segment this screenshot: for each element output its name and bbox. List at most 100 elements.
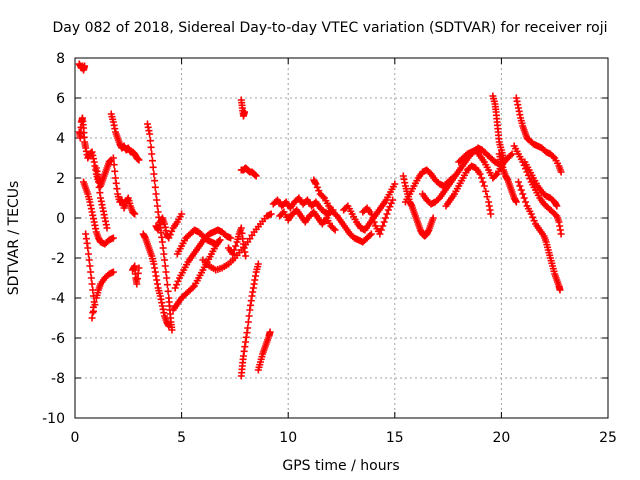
data-point [88, 280, 96, 288]
y-tick-label: 6 [56, 91, 65, 107]
data-point [514, 178, 522, 186]
data-point [160, 250, 168, 258]
series-spike-8 [237, 96, 248, 120]
y-axis-label: SDTVAR / TECUs [6, 181, 22, 296]
data-point [148, 157, 156, 165]
data-point [110, 161, 118, 169]
data-point [215, 237, 223, 245]
data-point [165, 234, 173, 242]
x-tick-label: 20 [492, 430, 510, 446]
data-point [380, 218, 388, 226]
data-point [367, 210, 375, 218]
data-point [480, 182, 488, 190]
series-arc-e [107, 110, 143, 164]
data-point [164, 287, 172, 295]
data-point [266, 328, 274, 336]
data-point [245, 312, 253, 320]
series-arc-l [171, 226, 235, 292]
data-point [479, 178, 487, 186]
data-point [91, 301, 99, 309]
data-point [161, 256, 169, 264]
data-point [162, 268, 170, 276]
data-point [81, 62, 89, 70]
series-arc-f [109, 154, 139, 218]
data-point [240, 108, 248, 116]
plot-frame [74, 57, 609, 419]
data-series [75, 60, 565, 380]
data-point [85, 250, 93, 258]
data-point [387, 199, 395, 207]
series-mid-b [276, 206, 339, 234]
y-tick-label: 2 [56, 171, 65, 187]
series-arc-m [173, 226, 224, 258]
series-arc-j [152, 210, 186, 242]
axis-ticks: 0 5 10 15 20 25 -10 -8 -6 -4 -2 0 2 4 6 8 [42, 51, 617, 446]
x-tick-label: 25 [599, 430, 617, 446]
data-point [492, 171, 500, 179]
data-point [254, 260, 262, 268]
y-tick-label: -10 [42, 411, 65, 427]
data-point [85, 256, 93, 264]
data-point [429, 214, 437, 222]
data-point [522, 198, 530, 206]
data-point [512, 198, 520, 206]
data-point [389, 196, 397, 204]
series-late-spike [489, 92, 508, 162]
data-point [391, 180, 399, 188]
data-point [135, 156, 143, 164]
data-point [189, 283, 197, 291]
data-point [379, 222, 387, 230]
data-point [370, 218, 378, 226]
data-point [527, 210, 535, 218]
series-flat-8 [237, 164, 260, 180]
series-late-d [442, 162, 495, 218]
y-tick-label: 8 [56, 51, 65, 67]
y-tick-label: -4 [51, 291, 65, 307]
data-point [171, 284, 179, 292]
data-point [517, 186, 525, 194]
data-point [366, 231, 374, 239]
data-point [87, 274, 95, 282]
data-point [86, 262, 94, 270]
data-point [487, 210, 495, 218]
series-drop-8 [237, 260, 262, 380]
data-point [482, 187, 490, 195]
data-point [148, 150, 156, 158]
data-point [168, 227, 176, 235]
y-tick-label: -2 [51, 251, 65, 267]
data-point [557, 168, 565, 176]
y-tick-label: -8 [51, 371, 65, 387]
series-mid-c [310, 176, 375, 246]
series-arc-i [139, 230, 173, 330]
data-point [529, 213, 537, 221]
data-point [109, 154, 117, 162]
data-point [367, 230, 375, 238]
series-arc-o [225, 224, 250, 260]
data-point [150, 170, 158, 178]
data-point [267, 210, 275, 218]
series-arc-g [129, 262, 143, 288]
y-tick-label: 4 [56, 131, 65, 147]
chart-title: Day 082 of 2018, Sidereal Day-to-day VTE… [52, 20, 607, 36]
data-point [158, 238, 166, 246]
series-arc-b [80, 178, 117, 248]
data-point [377, 226, 385, 234]
data-point [483, 193, 491, 201]
data-point [149, 163, 157, 171]
data-point [252, 172, 260, 180]
data-point [151, 183, 159, 191]
data-point [386, 203, 394, 211]
data-point [153, 202, 161, 210]
data-point [216, 236, 224, 244]
data-point [161, 262, 169, 270]
series-late-e [455, 146, 510, 182]
data-point [174, 277, 182, 285]
data-point [508, 150, 516, 158]
series-arc-d [92, 156, 115, 190]
data-point [553, 202, 561, 210]
data-point [549, 153, 557, 161]
series-late-j [521, 158, 561, 210]
data-point [530, 217, 538, 225]
data-point [111, 167, 119, 175]
